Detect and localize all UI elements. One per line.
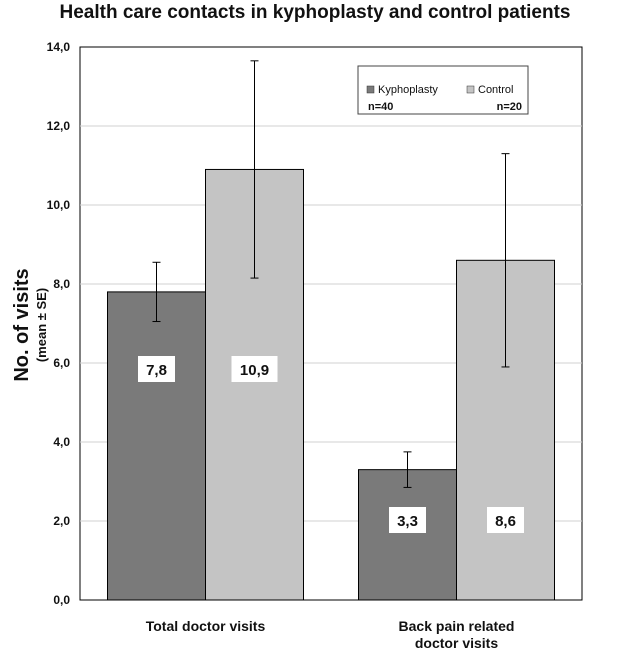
data-label: 7,8	[146, 362, 167, 379]
y-tick-label: 14,0	[47, 40, 71, 54]
data-label-box	[231, 356, 278, 382]
legend: Kyphoplasty n=40 Control n=20	[357, 65, 529, 115]
y-tick-label: 4,0	[53, 435, 70, 449]
y-tick-label: 6,0	[53, 356, 70, 370]
chart-title: Health care contacts in kyphoplasty and …	[59, 2, 570, 23]
y-tick-label: 12,0	[47, 119, 71, 133]
legend-n-control: n=20	[497, 101, 522, 113]
x-category-label: Total doctor visits	[146, 618, 266, 634]
legend-n-kyphoplasty: n=40	[368, 101, 393, 113]
legend-label-kyphoplasty: Kyphoplasty	[378, 84, 438, 96]
data-label-box	[138, 356, 175, 382]
y-tick-label: 10,0	[47, 198, 71, 212]
legend-swatch-control	[466, 85, 475, 94]
data-label: 10,9	[240, 362, 269, 379]
y-tick-label: 0,0	[53, 593, 70, 607]
data-label: 3,3	[397, 513, 418, 530]
data-label: 8,6	[495, 513, 516, 530]
y-axis-title: No. of visits	[11, 268, 33, 381]
data-labels: 7,8 10,9 3,3 8,6	[138, 356, 524, 533]
y-tick-labels: 0,0 2,0 4,0 6,0 8,0 10,0 12,0 14,0	[47, 40, 71, 607]
data-label-box	[389, 507, 426, 533]
x-category-label: Back pain related	[399, 618, 515, 634]
legend-box	[357, 65, 529, 115]
legend-swatch-kyphoplasty	[366, 85, 375, 94]
y-axis-label: No. of visits (mean ± SE)	[11, 268, 49, 381]
y-axis-subtitle: (mean ± SE)	[34, 288, 49, 362]
error-bars	[152, 60, 510, 488]
y-tick-label: 2,0	[53, 514, 70, 528]
data-label-box	[487, 507, 524, 533]
x-category-labels: Total doctor visits Back pain relateddoct…	[146, 618, 515, 651]
legend-label-control: Control	[478, 84, 513, 96]
y-tick-label: 8,0	[53, 277, 70, 291]
bar-kyphoplasty-0	[107, 291, 206, 601]
bar-kyphoplasty-1	[358, 469, 457, 601]
x-category-label: doctor visits	[415, 635, 498, 651]
